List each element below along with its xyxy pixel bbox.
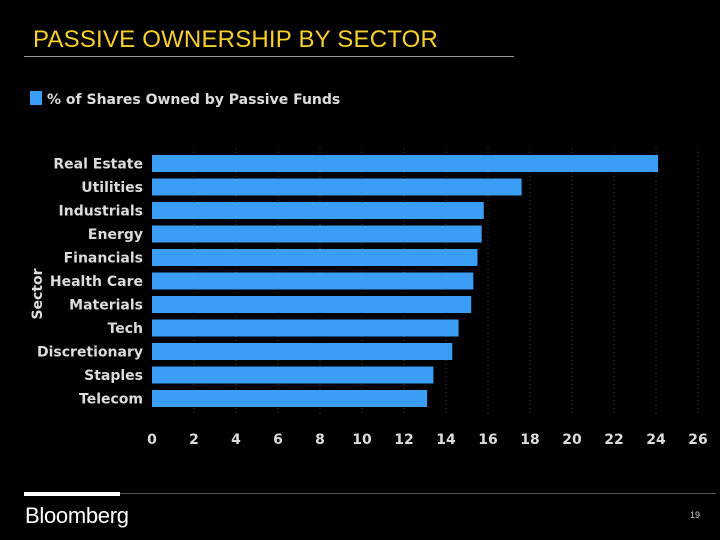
bar bbox=[152, 225, 482, 243]
bar bbox=[152, 178, 522, 196]
x-tick-labels: 0 2 4 6 8 10 12 14 16 18 20 22 24 26 bbox=[147, 432, 708, 448]
chart-legend: % of Shares Owned by Passive Funds bbox=[30, 91, 340, 108]
bars bbox=[152, 155, 659, 407]
y-axis-title: Sector bbox=[30, 268, 46, 319]
bar bbox=[152, 272, 474, 290]
x-tick-label: 8 bbox=[315, 432, 325, 448]
x-tick-label: 4 bbox=[231, 432, 241, 448]
bar bbox=[152, 155, 659, 172]
category-label: Discretionary bbox=[37, 345, 143, 361]
bar bbox=[152, 366, 434, 384]
footer-accent-bar bbox=[24, 492, 120, 496]
bar bbox=[152, 319, 459, 337]
x-tick-label: 16 bbox=[478, 432, 497, 448]
x-tick-label: 20 bbox=[562, 432, 582, 448]
category-label: Tech bbox=[108, 321, 143, 337]
x-tick-label: 10 bbox=[352, 432, 372, 448]
category-label: Energy bbox=[88, 227, 143, 243]
category-label: Materials bbox=[69, 298, 143, 314]
x-tick-label: 24 bbox=[646, 432, 666, 448]
title-underline bbox=[24, 56, 514, 57]
category-label: Real Estate bbox=[53, 157, 143, 173]
x-tick-label: 0 bbox=[147, 432, 157, 448]
footer-divider bbox=[120, 493, 716, 494]
bloomberg-logo: Bloomberg bbox=[25, 503, 129, 528]
category-label: Utilities bbox=[81, 180, 143, 196]
slide-title: PASSIVE OWNERSHIP BY SECTOR bbox=[33, 26, 439, 53]
page-number: 19 bbox=[690, 510, 701, 520]
x-tick-label: 26 bbox=[688, 432, 707, 448]
bar bbox=[152, 296, 472, 313]
category-label: Staples bbox=[84, 368, 143, 384]
category-label: Financials bbox=[64, 251, 143, 267]
bar bbox=[152, 343, 453, 360]
bar bbox=[152, 202, 484, 219]
legend-label: % of Shares Owned by Passive Funds bbox=[47, 92, 340, 108]
category-label: Industrials bbox=[59, 204, 143, 220]
x-tick-label: 14 bbox=[436, 432, 456, 448]
x-tick-label: 2 bbox=[189, 432, 199, 448]
category-labels: Real Estate Utilities Industrials Energy Fin… bbox=[37, 157, 143, 408]
legend-swatch bbox=[30, 91, 42, 105]
bar bbox=[152, 390, 428, 407]
category-label: Health Care bbox=[50, 274, 143, 290]
bar bbox=[152, 249, 478, 266]
category-label: Telecom bbox=[79, 392, 143, 408]
bar-chart: % of Shares Owned by Passive Funds Real … bbox=[30, 91, 708, 448]
x-tick-label: 12 bbox=[394, 432, 413, 448]
x-tick-label: 18 bbox=[520, 432, 539, 448]
x-tick-label: 22 bbox=[604, 432, 623, 448]
x-tick-label: 6 bbox=[273, 432, 283, 448]
